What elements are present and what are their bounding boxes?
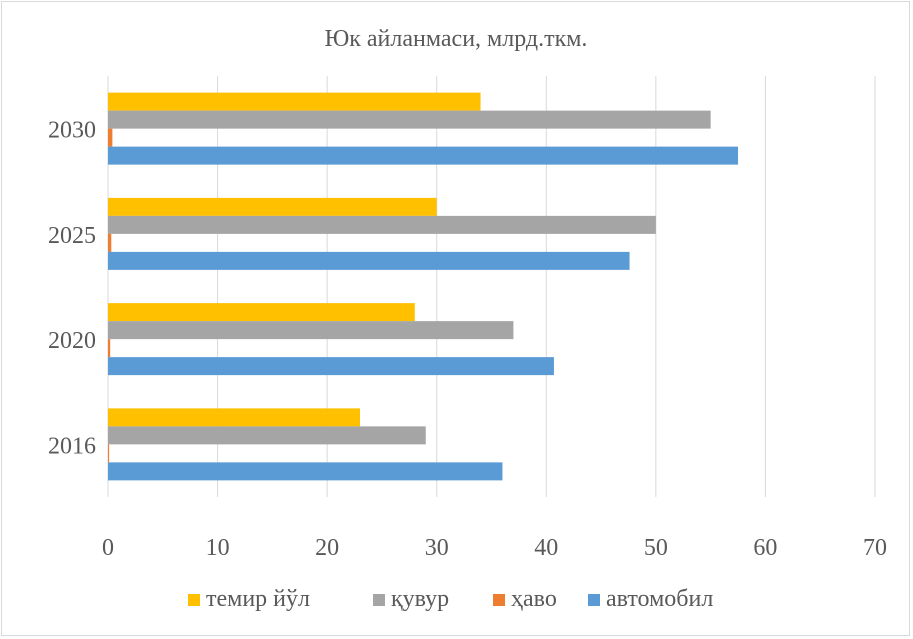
bar-ҳаво-2030: [108, 128, 113, 147]
legend-swatch-қувур: [373, 594, 385, 606]
legend: темир йўл қувур ҳаво автомобил: [188, 586, 713, 612]
legend-label-қувур: қувур: [391, 586, 449, 612]
legend-swatch-темир-йўл: [188, 594, 200, 606]
bar-автомобил-2030: [108, 146, 739, 165]
bar-қувур-2030: [108, 110, 711, 129]
bar-темир-йўл-2025: [108, 197, 437, 216]
x-tick-label-40: 40: [534, 535, 558, 561]
legend-label-темир-йўл: темир йўл: [206, 586, 310, 612]
bar-ҳаво-2025: [108, 233, 112, 252]
bar-темир-йўл-2030: [108, 92, 481, 111]
bar-ҳаво-2020: [108, 339, 111, 358]
x-tick-label-20: 20: [315, 535, 339, 561]
y-tick-label-2016: 2016: [48, 433, 96, 459]
bar-темир-йўл-2020: [108, 303, 415, 322]
x-tick-label-10: 10: [206, 535, 230, 561]
bar-автомобил-2020: [108, 357, 554, 376]
x-tick-label-30: 30: [425, 535, 449, 561]
x-tick-label-50: 50: [644, 535, 668, 561]
bar-автомобил-2016: [108, 462, 503, 481]
x-axis-labels: 0 10 20 30 40 50 60 70: [102, 535, 887, 561]
x-tick-label-60: 60: [753, 535, 777, 561]
chart-title: Юк айланмаси, млрд.ткм.: [325, 26, 588, 52]
bar-қувур-2020: [108, 321, 514, 340]
y-tick-label-2030: 2030: [48, 118, 96, 144]
legend-label-автомобил: автомобил: [606, 586, 713, 612]
legend-swatch-ҳаво: [493, 594, 505, 606]
y-axis-labels: 2016 2020 2025 2030: [48, 118, 96, 460]
legend-label-ҳаво: ҳаво: [511, 586, 557, 612]
bar-ҳаво-2016: [108, 444, 110, 463]
bar-layer: [108, 92, 739, 481]
bar-қувур-2016: [108, 426, 426, 445]
y-tick-label-2020: 2020: [48, 328, 96, 354]
x-tick-label-0: 0: [102, 535, 114, 561]
x-tick-label-70: 70: [863, 535, 887, 561]
bar-темир-йўл-2016: [108, 408, 361, 427]
bar-қувур-2025: [108, 215, 656, 234]
legend-swatch-автомобил: [588, 594, 600, 606]
y-tick-label-2025: 2025: [48, 223, 96, 249]
bar-автомобил-2025: [108, 251, 630, 270]
